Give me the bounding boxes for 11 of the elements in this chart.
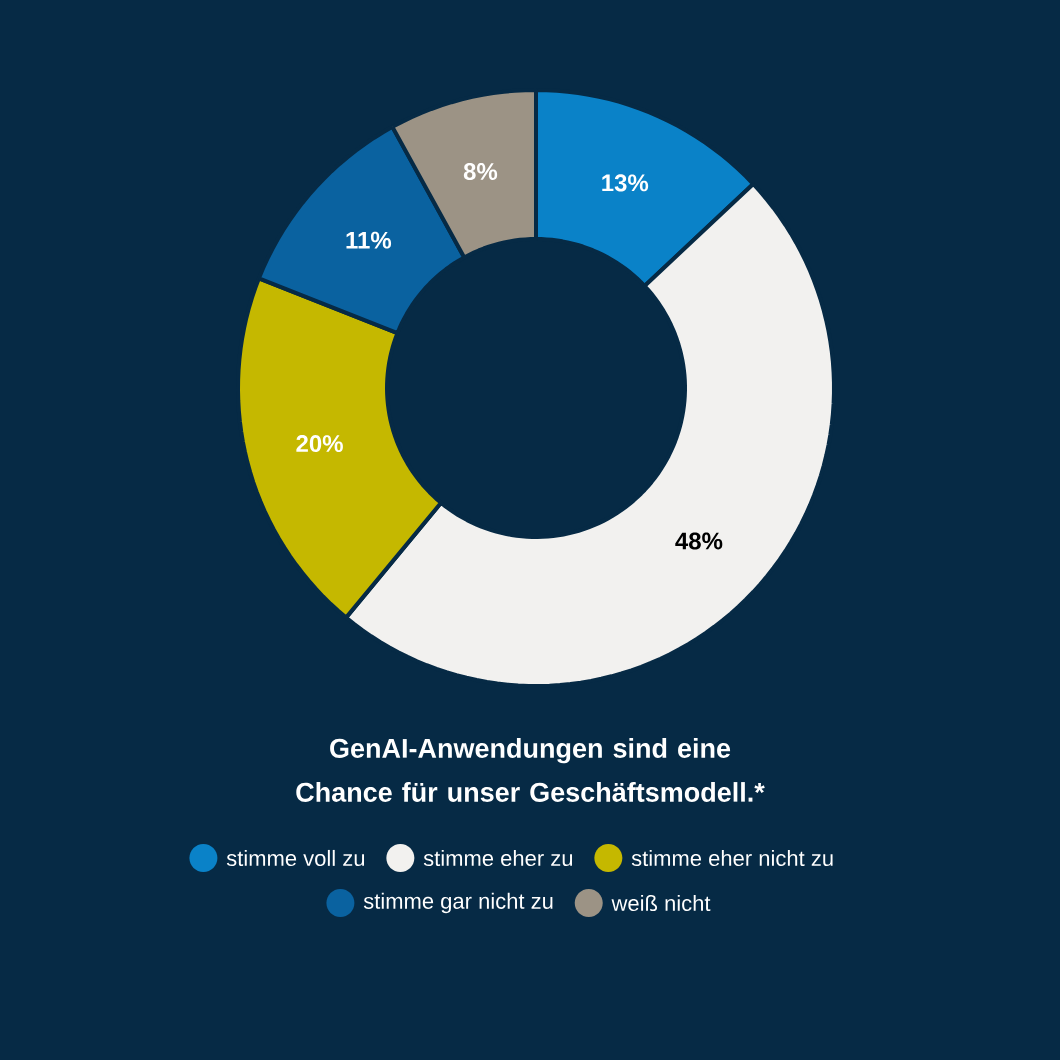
legend-label: stimme eher nicht zu [631, 849, 833, 867]
data-label: 20% [296, 435, 343, 453]
legend-label: stimme gar nicht zu [363, 892, 553, 914]
legend-label: weiß nicht [611, 894, 711, 912]
legend-label: stimme eher zu [423, 849, 573, 867]
data-label: 8% [463, 163, 498, 180]
text: GenAI-Anwendungen sind eine Chance für unser Geschäftsmodell.* [296, 738, 765, 802]
data-label: 48% [675, 532, 723, 550]
legend-label: stimme voll zu [226, 849, 365, 867]
data-label: 13% [602, 174, 649, 192]
data-label: 11% [346, 231, 392, 249]
